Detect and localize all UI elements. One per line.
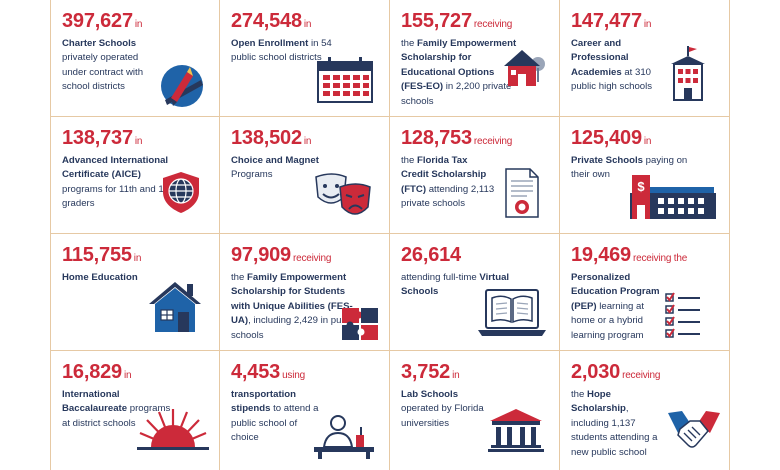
stat-description: attending full-time Virtual Schools (401, 272, 510, 298)
stat-suffix: receiving (622, 370, 661, 381)
stat-card-choice-magnet: 138,502 in Choice and Magnet Programs (220, 117, 390, 234)
globe-shield-icon (163, 172, 199, 213)
stat-description: International Baccalaureate programs at … (62, 389, 171, 429)
stat-card-private-schools: 125,409 in Private Schools paying on thei… (560, 117, 730, 234)
stat-suffix: in (643, 136, 652, 147)
stat-suffix: using (282, 370, 305, 381)
stat-number: 16,829 in (62, 361, 132, 383)
stat-card-transportation-stipends: 4,453 using transportation stipends to at… (220, 351, 390, 470)
stat-card-career-academies: 147,477 in Career and Professional Academ… (560, 0, 730, 117)
stat-number: 97,909 receiving (231, 244, 332, 266)
stat-suffix: receiving the (632, 253, 688, 264)
university-columns-icon (488, 409, 544, 452)
stat-description: Career and Professional Academies at 310… (571, 38, 653, 93)
stat-description: the Hope Scholarship, including 1,137 st… (571, 389, 658, 458)
stat-number: 2,030 receiving (571, 361, 661, 383)
stat-number: 19,469 receiving the (571, 244, 688, 266)
checklist-icon (665, 292, 700, 338)
teacher-desk-icon (314, 415, 374, 459)
stat-suffix: in (643, 19, 652, 30)
stat-number: 138,737 in (62, 127, 143, 149)
sunrise-icon (137, 409, 209, 450)
svg-text:$: $ (637, 179, 645, 194)
stat-card-fes-ua: 97,909 receiving the Family Empowerment S… (220, 234, 390, 351)
home-icon (149, 282, 201, 332)
stat-suffix: in (134, 19, 143, 30)
stat-card-charter-schools: 397,627 in Charter Schools privately oper… (50, 0, 220, 117)
stat-number: 397,627 in (62, 10, 143, 32)
stat-card-ftc: 128,753 receiving the Florida Tax Credit … (390, 117, 560, 234)
stat-description: Home Education (62, 272, 138, 283)
stat-suffix: in (123, 370, 132, 381)
stat-suffix: receiving (292, 253, 332, 264)
stat-suffix: receiving (473, 19, 513, 30)
stat-card-fes-eo: 155,727 receiving the Family Empowerment … (390, 0, 560, 117)
stat-description: Open Enrollment in 54 public school dist… (231, 38, 332, 64)
stat-number: 4,453 using (231, 361, 305, 383)
stat-number: 155,727 receiving (401, 10, 513, 32)
stat-suffix: in (303, 136, 312, 147)
stat-suffix: in (133, 253, 142, 264)
puzzle-icon (342, 308, 378, 340)
office-building-icon (671, 46, 705, 101)
certificate-icon (505, 168, 539, 218)
stat-suffix: in (452, 370, 460, 381)
stat-number: 128,753 receiving (401, 127, 513, 149)
stat-number: 115,755 in (62, 244, 142, 266)
stat-description: the Florida Tax Credit Scholarship (FTC)… (401, 155, 495, 210)
stat-card-home-education: 115,755 in Home Education (50, 234, 220, 351)
stat-description: Private Schools paying on their own (571, 155, 688, 181)
stat-card-open-enrollment: 274,548 in Open Enrollment in 54 public s… (220, 0, 390, 117)
house-icon (504, 50, 545, 86)
stat-description: Advanced International Certificate (AICE… (62, 155, 178, 210)
stat-card-virtual-schools: 26,614 attending full-time Virtual Schoo… (390, 234, 560, 351)
stat-description: Personalized Education Program (PEP) lea… (571, 272, 660, 341)
stat-description: the Family Empowerment Scholarship for S… (231, 272, 356, 341)
stat-number: 26,614 (401, 244, 461, 266)
calendar-icon (317, 57, 373, 103)
stat-description: Lab Schools operated by Florida universi… (401, 389, 484, 429)
stat-description: Charter Schools privately operated under… (62, 38, 144, 93)
stat-suffix: receiving (473, 136, 513, 147)
stat-description: transportation stipends to attend a publ… (231, 389, 319, 444)
stat-number: 147,477 in (571, 10, 652, 32)
handshake-icon (668, 411, 720, 448)
private-school-building-icon: $ (630, 175, 716, 219)
stat-card-international-baccalaureate: 16,829 in International Baccalaureate pro… (50, 351, 220, 470)
stat-card-aice: 138,737 in Advanced International Certifi… (50, 117, 220, 234)
stat-number: 125,409 in (571, 127, 652, 149)
stat-suffix: in (303, 19, 312, 30)
stat-card-pep: 19,469 receiving the Personalized Educati… (560, 234, 730, 351)
stat-card-hope-scholarship: 2,030 receiving the Hope Scholarship, inc… (560, 351, 730, 470)
stat-suffix: in (134, 136, 143, 147)
stat-card-lab-schools: 3,752 in Lab Schools operated by Florida … (390, 351, 560, 470)
stat-description: Choice and Magnet Programs (231, 155, 319, 181)
stat-number: 3,752 in (401, 361, 460, 383)
laptop-book-icon (478, 289, 546, 336)
stat-number: 138,502 in (231, 127, 312, 149)
stat-description: the Family Empowerment Scholarship for E… (401, 38, 517, 107)
theater-masks-icon (315, 173, 371, 215)
stats-grid: 397,627 in Charter Schools privately oper… (50, 0, 730, 470)
pencil-ruler-icon (161, 65, 203, 107)
stat-number: 274,548 in (231, 10, 312, 32)
